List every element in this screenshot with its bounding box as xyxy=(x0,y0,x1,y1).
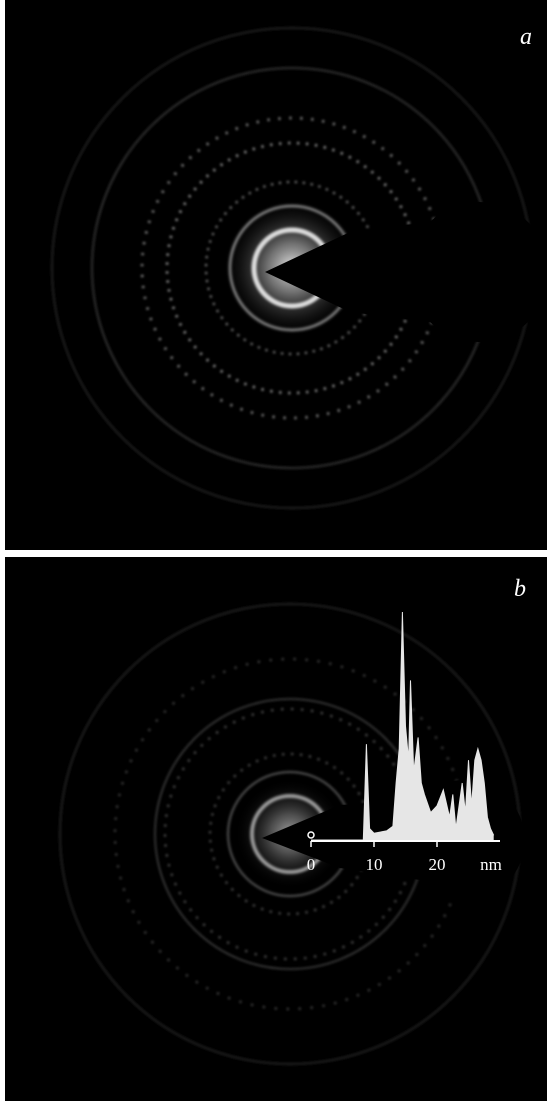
panel-label: b xyxy=(514,576,526,602)
panel-a: a xyxy=(5,0,547,550)
page: {"panels": [{"label": "a"}, {"label": "b… xyxy=(0,0,547,1101)
figure: a b 0 10 20 nm xyxy=(0,0,547,1101)
x-tick-label: 20 xyxy=(429,855,446,874)
panel-label: a xyxy=(520,24,532,50)
x-axis-label: nm xyxy=(480,855,502,874)
x-tick-label: 10 xyxy=(366,855,383,874)
x-tick-label: 0 xyxy=(307,855,316,874)
panel-b: b 0 10 20 nm xyxy=(5,557,547,1101)
